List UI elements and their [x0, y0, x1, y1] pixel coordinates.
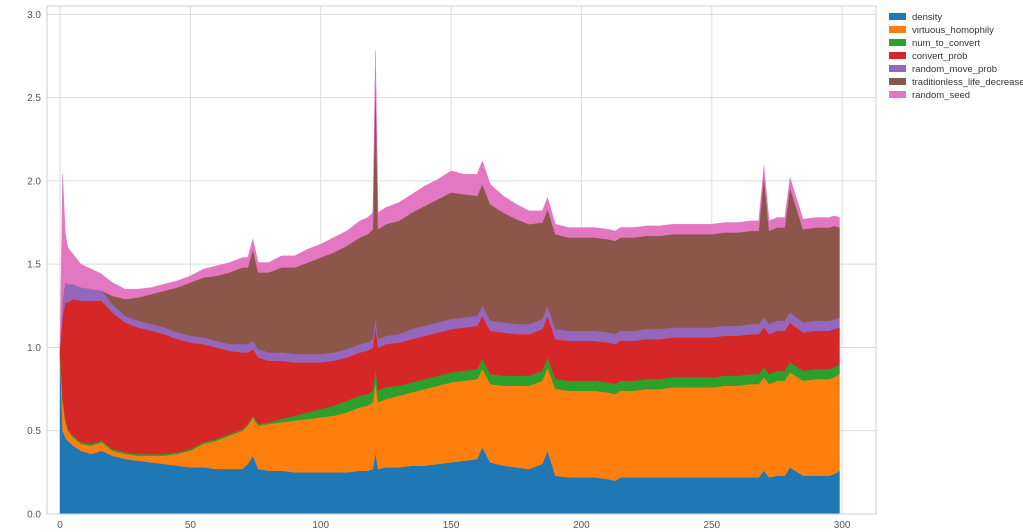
x-tick-label: 150: [443, 520, 460, 531]
legend-swatch: [889, 91, 906, 98]
legend-label: convert_prob: [912, 51, 967, 62]
y-tick-label: 1.5: [27, 260, 41, 271]
legend: density virtuous_homophily num_to_convertc…: [889, 12, 1023, 101]
x-tick-label: 250: [703, 520, 720, 531]
plot-frame: [46, 5, 877, 515]
legend-item-traditionless-life-decrease: traditionless_life_decrease: [889, 77, 1023, 88]
legend-label: random_seed: [912, 90, 970, 101]
x-tick-label: 100: [312, 520, 329, 531]
y-tick-label: 0.5: [27, 426, 41, 437]
x-tick-label: 200: [573, 520, 590, 531]
area-random-seed: [59, 50, 840, 346]
legend-label: density: [912, 12, 942, 23]
legend-swatch: [889, 26, 906, 33]
x-tick-label: 50: [185, 520, 197, 531]
legend-item-random-seed: random_seed: [889, 90, 970, 101]
legend-item-convert-prob: convert_prob: [889, 51, 967, 62]
legend-item-density: density: [889, 12, 942, 23]
legend-label: random_move_prob: [912, 64, 997, 75]
legend-swatch: [889, 39, 906, 46]
y-tick-label: 0.0: [27, 510, 41, 521]
legend-label: virtuous_homophily: [912, 25, 994, 36]
legend-item-virtuous-homophily: virtuous_homophily: [889, 25, 994, 36]
y-tick-label: 1.0: [27, 343, 41, 354]
y-tick-label: 2.5: [27, 93, 41, 104]
legend-swatch: [889, 13, 906, 20]
area-series: [59, 50, 840, 515]
legend-label: num_to_convert: [912, 38, 980, 49]
y-tick-label: 2.0: [27, 176, 41, 187]
x-tick-label: 300: [834, 520, 851, 531]
legend-label: traditionless_life_decrease: [912, 77, 1023, 88]
tick-labels: 0 50 100 150 200 250 300 0.0 0.5 1.0 1.5 2.0 2.5 3.0: [27, 10, 851, 531]
legend-item-random-move-prob: random_move_prob: [889, 64, 997, 75]
legend-item-num-to-convert: num_to_convert: [889, 38, 980, 49]
legend-swatch: [889, 52, 906, 59]
legend-swatch: [889, 65, 906, 72]
y-tick-label: 3.0: [27, 10, 41, 21]
x-tick-label: 0: [57, 520, 63, 531]
legend-swatch: [889, 78, 906, 85]
